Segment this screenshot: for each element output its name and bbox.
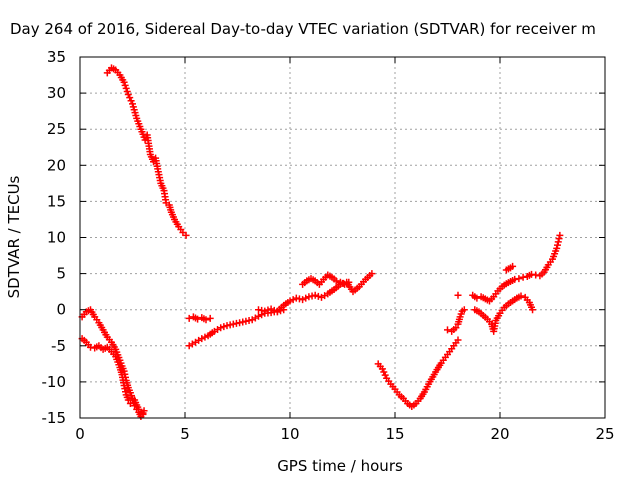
y-tick-label: 0	[56, 301, 66, 319]
data-point	[182, 231, 190, 239]
y-tick-label: 20	[47, 156, 66, 174]
x-tick-label: 20	[490, 425, 509, 443]
data-point	[280, 306, 288, 314]
data-point	[556, 231, 564, 239]
data-points	[78, 64, 564, 421]
data-point	[509, 262, 517, 270]
data-point	[515, 275, 523, 283]
y-tick-label: 15	[47, 192, 66, 210]
data-point	[452, 324, 460, 332]
data-point	[555, 235, 563, 243]
data-point	[314, 292, 322, 300]
data-point	[137, 413, 145, 421]
data-point	[198, 335, 206, 343]
data-point	[264, 306, 272, 314]
y-tick-label: 5	[56, 265, 66, 283]
data-point	[332, 277, 340, 285]
data-point	[139, 409, 147, 417]
x-tick-label: 25	[595, 425, 614, 443]
data-point	[286, 297, 294, 305]
data-point	[454, 336, 462, 344]
data-point	[126, 94, 134, 102]
data-point	[473, 294, 481, 302]
data-point	[553, 244, 561, 252]
data-point	[194, 315, 202, 323]
chart-title: Day 264 of 2016, Sidereal Day-to-day VTE…	[10, 20, 596, 38]
data-point	[201, 333, 209, 341]
data-point	[378, 365, 386, 373]
y-tick-label: -5	[51, 337, 66, 355]
data-point	[345, 278, 353, 286]
axis-ticks: 0 5 10 15 20 25 -15 -10 -5 0 5 10 15 20 25 30 35	[42, 48, 615, 443]
data-point	[299, 296, 307, 304]
data-point	[380, 368, 388, 376]
y-tick-label: 35	[47, 48, 66, 66]
data-point	[217, 324, 225, 332]
data-point	[206, 314, 214, 322]
data-point	[302, 294, 310, 302]
data-point	[185, 314, 193, 322]
data-point	[267, 305, 275, 313]
x-tick-label: 5	[180, 425, 190, 443]
data-point	[368, 270, 376, 278]
data-point	[554, 238, 562, 246]
data-point	[131, 402, 139, 410]
data-point	[460, 306, 468, 314]
data-point	[255, 312, 262, 320]
data-point	[529, 306, 537, 314]
data-point	[553, 241, 561, 249]
data-point	[270, 306, 278, 314]
data-point	[127, 97, 135, 105]
y-tick-label: -15	[42, 409, 67, 427]
x-tick-label: 0	[75, 425, 85, 443]
data-point	[381, 371, 389, 379]
data-point	[261, 307, 269, 315]
data-point	[202, 316, 210, 324]
y-tick-label: -10	[42, 373, 67, 391]
data-point	[289, 296, 297, 304]
x-tick-label: 10	[280, 425, 299, 443]
data-point	[124, 91, 132, 99]
data-point	[220, 323, 228, 331]
data-point	[517, 292, 525, 300]
y-tick-label: 25	[47, 120, 66, 138]
y-axis-label: SDTVAR / TECUs	[5, 175, 23, 298]
data-point	[454, 291, 462, 299]
x-tick-label: 15	[385, 425, 404, 443]
data-point	[277, 307, 285, 315]
data-point	[273, 308, 281, 316]
x-axis-label: GPS time / hours	[277, 457, 403, 475]
data-point	[311, 291, 319, 299]
grid	[80, 57, 605, 418]
y-tick-label: 10	[47, 229, 66, 247]
data-point	[444, 326, 451, 334]
y-tick-label: 30	[47, 84, 66, 102]
